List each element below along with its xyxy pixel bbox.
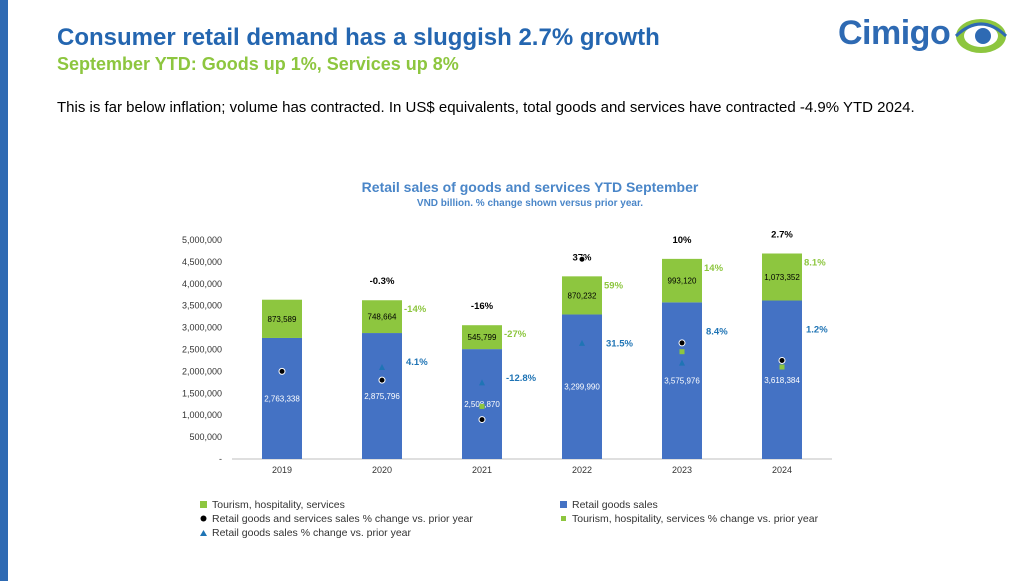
services-pct-label: 59% (604, 280, 624, 291)
services-data-label: 748,664 (368, 313, 397, 322)
goods-data-label: 2,875,796 (364, 392, 400, 401)
y-tick-label: 1,500,000 (182, 388, 222, 398)
goods-pct-label: 8.4% (706, 326, 728, 337)
y-tick-label: 2,000,000 (182, 366, 222, 376)
services-pct-label: -27% (504, 329, 527, 340)
bar-services (562, 276, 602, 315)
chart-title: Retail sales of goods and services YTD S… (362, 179, 699, 195)
x-tick-label: 2021 (472, 465, 492, 475)
total-pct-marker (278, 367, 286, 375)
goods-pct-label: 1.2% (806, 325, 828, 336)
bar-goods (662, 302, 702, 459)
services-pct-label: 14% (704, 263, 724, 274)
legend-label: Tourism, hospitality, services (212, 499, 345, 511)
goods-data-label: 3,299,990 (564, 383, 600, 392)
services-pct-marker (679, 349, 685, 355)
services-pct-marker (479, 403, 485, 409)
x-tick-label: 2023 (672, 465, 692, 475)
bar-goods (362, 333, 402, 459)
left-accent-bar (0, 0, 8, 581)
goods-pct-label: -12.8% (506, 373, 537, 384)
total-pct-marker (778, 356, 786, 364)
y-tick-label: 5,000,000 (182, 235, 222, 245)
cimigo-logo: Cimigo (838, 14, 1008, 58)
bar-services (462, 325, 502, 350)
legend-label: Retail goods sales (572, 499, 658, 511)
legend-swatch (560, 501, 567, 508)
services-data-label: 545,799 (468, 333, 497, 342)
total-pct-label: 10% (672, 235, 692, 246)
bar-services (262, 299, 302, 338)
page-subtitle: September YTD: Goods up 1%, Services up … (57, 54, 459, 74)
goods-data-label: 3,618,384 (764, 376, 800, 385)
legend-swatch (561, 516, 566, 521)
services-data-label: 1,073,352 (764, 273, 800, 282)
total-pct-marker (678, 339, 686, 347)
bar-goods (562, 314, 602, 459)
y-tick-label: 3,000,000 (182, 323, 222, 333)
goods-pct-marker (679, 359, 685, 366)
eye-icon (954, 19, 1008, 53)
legend-swatch (200, 515, 207, 522)
services-data-label: 870,232 (568, 291, 597, 300)
total-pct-label: -0.3% (370, 276, 395, 287)
goods-pct-marker (479, 379, 485, 386)
goods-pct-marker (379, 364, 385, 371)
goods-pct-label: 31.5% (606, 338, 633, 349)
x-tick-label: 2022 (572, 465, 592, 475)
legend-swatch (200, 530, 207, 536)
legend-label: Tourism, hospitality, services % change … (572, 513, 819, 525)
services-pct-label: 8.1% (804, 258, 826, 269)
y-tick-label: - (219, 454, 222, 464)
total-pct-label: 2.7% (771, 230, 793, 241)
total-pct-marker (578, 255, 586, 263)
y-tick-label: 4,500,000 (182, 257, 222, 267)
total-pct-label: -16% (471, 301, 494, 312)
y-tick-label: 3,500,000 (182, 301, 222, 311)
y-tick-label: 4,000,000 (182, 279, 222, 289)
bar-services (662, 258, 702, 303)
y-tick-label: 500,000 (189, 432, 222, 442)
body-text: This is far below inflation; volume has … (57, 99, 915, 116)
legend-label: Retail goods and services sales % change… (212, 513, 473, 525)
y-tick-label: 2,500,000 (182, 345, 222, 355)
page-title: Consumer retail demand has a sluggish 2.… (57, 24, 660, 51)
total-pct-marker (478, 416, 486, 424)
goods-pct-marker (579, 339, 585, 346)
bar-services (762, 253, 802, 301)
y-tick-label: 1,000,000 (182, 410, 222, 420)
legend-label: Retail goods sales % change vs. prior ye… (212, 527, 412, 539)
x-tick-label: 2020 (372, 465, 392, 475)
bar-goods (262, 337, 302, 459)
services-data-label: 993,120 (668, 277, 697, 286)
legend-swatch (200, 501, 207, 508)
services-pct-marker (779, 364, 785, 370)
goods-pct-label: 4.1% (406, 357, 428, 368)
goods-data-label: 3,575,976 (664, 377, 700, 386)
x-tick-label: 2024 (772, 465, 792, 475)
goods-data-label: 2,763,338 (264, 394, 300, 403)
services-pct-label: -14% (404, 304, 427, 315)
total-pct-marker (378, 376, 386, 384)
bar-services (362, 300, 402, 334)
services-data-label: 873,589 (268, 315, 297, 324)
logo-text: Cimigo (838, 14, 951, 52)
chart-subtitle: VND billion. % change shown versus prior… (417, 198, 643, 209)
x-tick-label: 2019 (272, 465, 292, 475)
bar-goods (762, 300, 802, 459)
